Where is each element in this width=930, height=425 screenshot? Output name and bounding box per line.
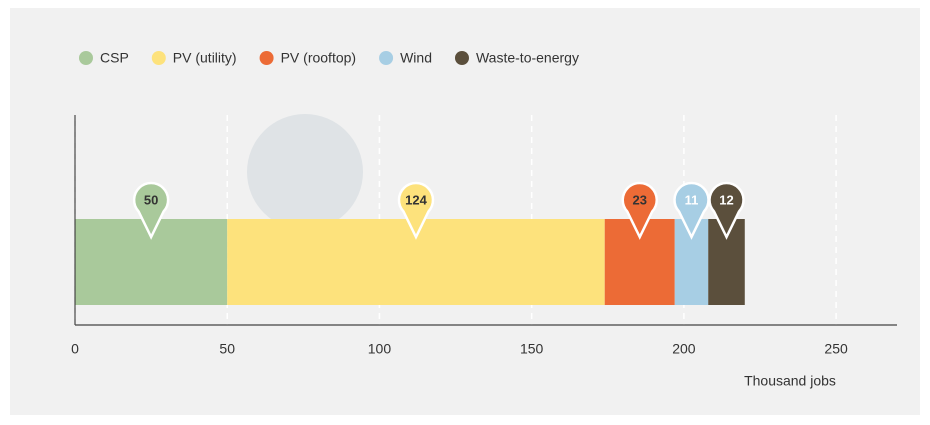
data-label: 11 <box>685 192 699 207</box>
x-tick-label: 250 <box>824 341 848 357</box>
data-label: 23 <box>633 192 647 207</box>
data-label: 50 <box>144 192 158 207</box>
label-pin <box>621 181 658 240</box>
x-tick-label: 50 <box>219 341 235 357</box>
x-tick-label: 100 <box>368 341 392 357</box>
legend-label: PV (utility) <box>173 50 237 66</box>
legend-label: PV (rooftop) <box>281 50 356 66</box>
label-pin <box>708 181 745 240</box>
legend-label: Waste-to-energy <box>476 50 579 66</box>
legend-swatch <box>151 51 166 65</box>
x-tick-label: 0 <box>71 341 79 357</box>
x-axis-title: Thousand jobs <box>744 373 836 389</box>
legend-swatch <box>79 51 93 65</box>
legend-swatch <box>259 51 274 65</box>
legend-label: Wind <box>400 50 432 66</box>
label-pin <box>132 181 170 240</box>
decor-icon <box>247 114 363 230</box>
label-pin <box>397 181 435 240</box>
legend: CSP PV (utility) PV (rooftop) Wind Waste-to-… <box>79 50 579 66</box>
legend-label: CSP <box>100 50 129 66</box>
data-label: 12 <box>719 192 733 207</box>
data-label: 124 <box>405 192 427 207</box>
x-tick-label: 150 <box>520 341 544 357</box>
legend-swatch <box>454 51 469 65</box>
bars: 50 124 23 11 12 <box>75 181 745 305</box>
ticks: 0 50 100 150 200 250 <box>71 341 848 357</box>
label-pin <box>673 181 710 240</box>
legend-swatch <box>379 51 394 65</box>
x-tick-label: 200 <box>672 341 696 357</box>
